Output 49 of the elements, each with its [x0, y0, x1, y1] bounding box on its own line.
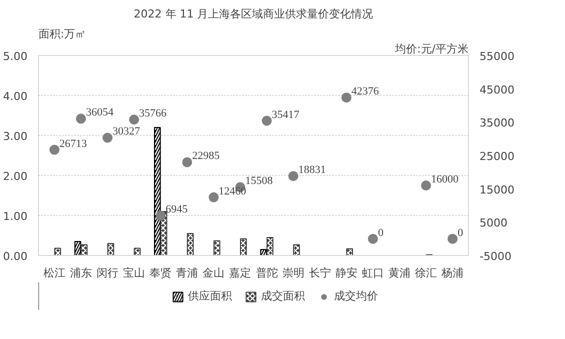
legend-label: 成交均价 [334, 288, 378, 304]
x-tick-label: 长宁 [308, 266, 331, 280]
data-label: 30327 [112, 126, 141, 138]
y-tick-label: 1.00 [3, 210, 28, 223]
data-label: 18831 [298, 164, 326, 176]
x-tick-label: 青浦 [176, 266, 198, 280]
x-tick-label: 杨浦 [440, 266, 464, 280]
legend-label: 成交面积 [261, 288, 305, 304]
chart-title: 2022 年 11 月上海各区域商业供求量价变化情况 [134, 8, 374, 20]
x-tick-label: 金山 [202, 266, 225, 280]
y2-tick-label: 15000 [480, 183, 514, 196]
y-tick-label: 3.00 [3, 130, 28, 143]
x-tick-label: 黄浦 [388, 266, 410, 280]
x-tick-label: 崇明 [282, 266, 304, 280]
y-tick-label: 4.00 [3, 90, 28, 103]
x-tick-label: 虹口 [362, 266, 384, 280]
x-tick-label: 奉贤 [150, 266, 172, 280]
y-axis-title: 面积:万㎡ [38, 28, 86, 40]
y-tick-label: 5.00 [3, 50, 28, 63]
y2-tick-label: 45000 [480, 83, 514, 96]
data-label: 35417 [272, 108, 300, 121]
y-tick-label: 2.00 [3, 170, 28, 183]
data-label: 6945 [166, 204, 188, 216]
legend-label: 供应面积 [188, 288, 232, 304]
x-tick-label: 松江 [43, 266, 66, 280]
x-tick-label: 静安 [335, 266, 358, 280]
y2-axis-title: 均价:元/平方米 [394, 42, 469, 56]
data-label: 0 [458, 226, 464, 239]
data-label: 15508 [245, 175, 274, 188]
data-label: 42376 [351, 86, 380, 98]
x-tick-label: 徐汇 [415, 266, 438, 280]
y-tick-label: 0.00 [3, 250, 28, 263]
y2-tick-label: -5000 [480, 250, 512, 263]
x-tick-label: 闵行 [96, 266, 119, 280]
y2-tick-label: 55000 [480, 50, 514, 63]
y2-tick-label: 25000 [480, 150, 514, 163]
data-label: 0 [378, 226, 384, 239]
x-tick-label: 浦东 [70, 266, 92, 280]
data-label: 22985 [192, 150, 220, 162]
y2-tick-label: 5000 [480, 216, 508, 230]
data-label: 35766 [139, 108, 168, 120]
data-label: 36054 [86, 106, 114, 119]
data-label: 12460 [218, 185, 247, 198]
y2-tick-label: 35000 [480, 116, 514, 130]
x-tick-label: 嘉定 [229, 266, 252, 280]
x-tick-label: 宝山 [123, 266, 146, 280]
x-tick-label: 普陀 [256, 266, 278, 280]
data-label: 26713 [59, 138, 88, 150]
data-label: 16000 [431, 174, 460, 186]
